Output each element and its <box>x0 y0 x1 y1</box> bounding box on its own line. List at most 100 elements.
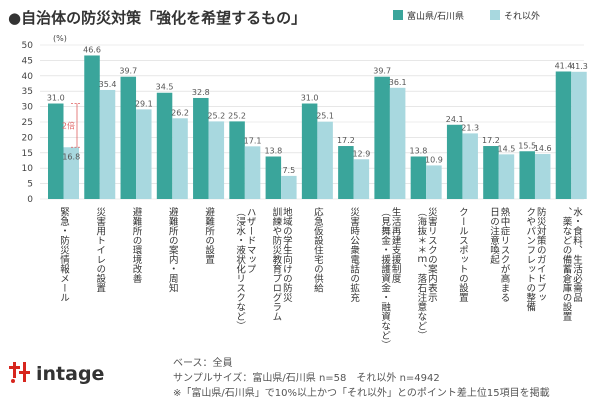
category-label-line: 災害時公衆電話の拡充 <box>348 207 360 303</box>
bar-series-1 <box>410 156 427 199</box>
bar-series-2 <box>426 165 442 199</box>
y-tick-label: 15 <box>22 149 33 159</box>
bar-series-2 <box>462 133 478 199</box>
legend-swatch-series-1 <box>393 10 403 20</box>
value-label: 39.7 <box>119 67 137 76</box>
value-label: 25.2 <box>228 111 246 120</box>
value-label: 29.1 <box>135 99 153 108</box>
category-label-line: 災害用トイレの設置 <box>94 207 106 293</box>
category-label-line: 緊急・防災情報メール <box>58 207 70 302</box>
value-label: 41.3 <box>570 62 588 71</box>
category-label: 緊急・防災情報メール <box>58 207 70 302</box>
chart-title: ●自治体の防災対策「強化を希望するもの」 <box>8 9 306 27</box>
bar-series-2 <box>172 118 188 199</box>
value-label: 21.3 <box>461 123 479 132</box>
category-label-line: 、薬などの備蓄倉庫の設置 <box>560 207 572 321</box>
category-label-line: 避難所の設置 <box>203 206 215 264</box>
legend-label-series-2: それ以外 <box>504 10 540 22</box>
intage-logo: intage <box>9 362 104 385</box>
bar-series-1 <box>301 103 318 199</box>
bar-series-1 <box>229 121 245 199</box>
value-label: 10.9 <box>425 155 443 164</box>
category-label: 生活再建支援制度（見舞金・援護資金・融資など） <box>379 206 401 349</box>
category-label-line: 地域の学生向けの防災 <box>281 206 293 302</box>
category-label-line: 熱中症リスクが高まる <box>498 206 510 302</box>
y-tick-label: 25 <box>22 118 33 128</box>
category-labels: 緊急・防災情報メール 災害用トイレの設置 避難所の環境改善 避難所の案内・周知 避難所の… <box>58 206 583 349</box>
y-tick-label: 35 <box>22 87 33 97</box>
bar-series-1 <box>156 92 173 199</box>
value-label: 35.4 <box>99 80 117 89</box>
value-labels: 31.016.846.635.439.729.134.526.232.825.2… <box>47 45 588 174</box>
bar-series-2 <box>389 87 406 199</box>
value-label: 32.8 <box>192 88 210 97</box>
bar-series-1 <box>265 156 282 199</box>
footer-base: ベース：全員 <box>173 356 233 369</box>
value-label: 34.5 <box>156 83 174 92</box>
bars <box>48 55 587 199</box>
bar-series-2 <box>281 175 297 199</box>
annotation: 2倍 <box>62 103 81 148</box>
category-label-line: クやパンフレットの整備 <box>524 207 536 312</box>
category-label-line: 避難所の環境改善 <box>131 206 143 284</box>
category-label: 避難所の案内・周知 <box>167 206 179 293</box>
category-label-line: 生活再建支援制度 <box>390 206 402 284</box>
bar-series-1 <box>193 97 209 199</box>
bar-series-2 <box>244 146 261 199</box>
legend-swatch-series-2 <box>490 10 500 20</box>
y-tick-label: 10 <box>22 164 34 174</box>
category-label-line: 水・食料、生活必需品 <box>571 206 583 303</box>
bar-series-1 <box>120 76 137 199</box>
category-label: 災害リスクの案内表示（海抜＊＊ｍ、落石注意など） <box>415 207 437 340</box>
category-label-line: 応急仮設住宅の供給 <box>312 206 324 293</box>
bar-series-1 <box>555 71 572 199</box>
bar-series-1 <box>338 146 354 199</box>
footer-note: ※「富山県/石川県」で10%以上かつ「それ以外」とのポイント差上位15項目を掲載 <box>173 386 550 399</box>
logo-text: intage <box>36 363 104 385</box>
y-tick-label: 0 <box>27 195 33 205</box>
category-label-line: ハザードマップ <box>245 207 257 274</box>
value-label: 15.5 <box>518 141 536 150</box>
value-label: 41.4 <box>555 61 573 70</box>
category-label: 避難所の環境改善 <box>131 206 143 284</box>
category-label-line: 日の注意喚起 <box>488 207 500 265</box>
value-label: 46.6 <box>83 45 101 54</box>
annotation-label: 2倍 <box>62 120 75 130</box>
value-label: 17.2 <box>482 136 500 145</box>
bar-series-2 <box>534 154 551 199</box>
category-label: ハザードマップ（浸水・液状化リスクなど） <box>234 207 256 331</box>
value-label: 14.5 <box>498 144 516 153</box>
value-label: 31.0 <box>47 94 65 103</box>
value-label: 24.1 <box>446 115 464 124</box>
value-label: 14.6 <box>534 144 552 153</box>
value-label: 39.7 <box>373 67 391 76</box>
y-tick-label: 40 <box>22 72 34 82</box>
category-label-line: （浸水・液状化リスクなど） <box>234 207 246 331</box>
category-label-line: 訓練や防災教育プログラム <box>270 206 282 321</box>
bar-series-1 <box>374 76 390 199</box>
bar-series-2 <box>208 121 225 199</box>
y-tick-label: 50 <box>22 41 34 51</box>
value-label: 13.8 <box>410 146 428 155</box>
value-label: 12.9 <box>352 149 370 158</box>
value-label: 26.2 <box>171 108 189 117</box>
category-label-line: 災害リスクの案内表示 <box>426 207 438 302</box>
value-label: 17.2 <box>337 136 355 145</box>
category-label: 災害用トイレの設置 <box>94 207 106 293</box>
bar-series-2 <box>353 159 370 199</box>
value-label: 7.5 <box>282 166 295 175</box>
category-label-line: （見舞金・援護資金・融資など） <box>379 207 391 350</box>
bar-series-2 <box>498 154 515 199</box>
category-label-line: （海抜＊＊ｍ、落石注意など） <box>415 207 427 340</box>
value-label: 16.8 <box>62 152 80 161</box>
bar-series-1 <box>84 55 100 199</box>
category-label: 避難所の設置 <box>203 206 215 264</box>
y-tick-label: 5 <box>27 180 33 190</box>
value-label: 17.1 <box>244 136 262 145</box>
category-label-line: 避難所の案内・周知 <box>167 206 179 293</box>
value-label: 25.1 <box>316 112 334 121</box>
y-tick-labels: 0 5 10 15 20 25 30 35 40 45 50 <box>22 41 34 205</box>
